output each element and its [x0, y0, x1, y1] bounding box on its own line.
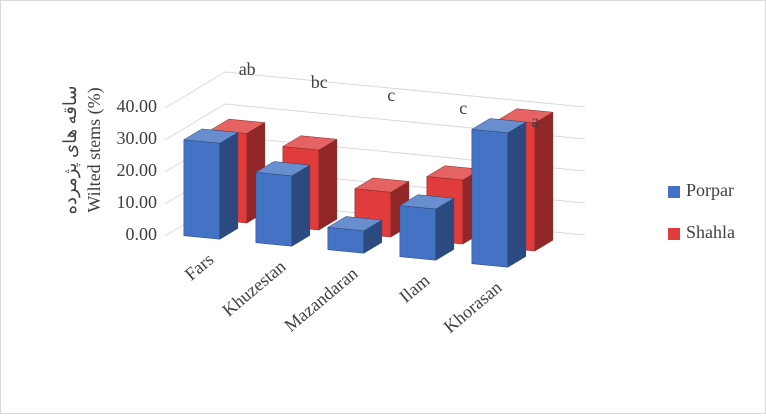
y-tick-label: 20.00	[117, 160, 158, 180]
legend-swatch	[668, 186, 680, 198]
annotation: a	[531, 111, 539, 131]
bar-top	[399, 194, 455, 210]
bar-top	[354, 177, 410, 193]
bar	[471, 118, 527, 268]
y-tick-label: 30.00	[117, 128, 158, 148]
bar-front	[399, 205, 437, 261]
bar-front	[255, 172, 293, 247]
bar-front	[327, 227, 365, 254]
bar-front	[183, 139, 221, 240]
annotation: ab	[239, 59, 256, 79]
legend-label: Porpar	[686, 180, 734, 200]
y-tick-label: 0.00	[126, 224, 158, 244]
annotation: c	[387, 85, 395, 105]
y-axis-label: ساقه های پژمرده	[60, 86, 81, 215]
bar	[183, 128, 239, 240]
y-tick-label: 10.00	[117, 192, 158, 212]
bar-top	[327, 216, 383, 232]
bar	[255, 161, 311, 247]
grid-line	[164, 103, 586, 141]
bar-side	[507, 121, 527, 268]
bar-side	[219, 131, 239, 240]
bar-top	[282, 135, 338, 151]
y-tick-label: 40.00	[117, 96, 158, 116]
bar-top	[255, 161, 311, 177]
bar-side	[291, 164, 311, 247]
bar	[327, 216, 383, 254]
annotation: bc	[311, 72, 328, 92]
bar-top	[471, 118, 527, 134]
legend-label: Shahla	[686, 222, 735, 242]
legend-swatch	[668, 228, 680, 240]
bar	[399, 194, 455, 261]
bar-front	[471, 129, 509, 268]
bar-top	[183, 128, 239, 144]
bar-side	[318, 138, 338, 231]
annotation: c	[459, 98, 467, 118]
bar-side	[534, 111, 554, 252]
y-axis-label: Wilted stems (%)	[84, 87, 105, 212]
grid-line	[164, 71, 586, 109]
